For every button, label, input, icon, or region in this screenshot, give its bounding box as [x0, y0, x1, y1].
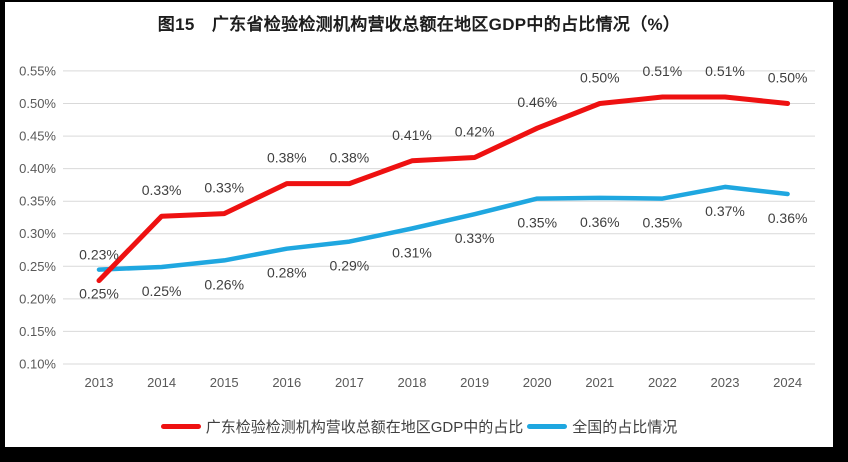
- series-line: [96, 94, 791, 284]
- data-label: 0.25%: [142, 283, 182, 299]
- x-tick-label: 2020: [523, 375, 552, 390]
- x-tick-label: 2021: [585, 375, 614, 390]
- data-label: 0.50%: [768, 70, 808, 86]
- y-tick-label: 0.15%: [19, 324, 56, 339]
- y-tick-label: 0.30%: [19, 226, 56, 241]
- data-label: 0.33%: [142, 182, 182, 198]
- data-label: 0.42%: [455, 124, 495, 140]
- data-label: 0.36%: [768, 210, 808, 226]
- legend-label-national: 全国的占比情况: [572, 419, 678, 436]
- y-tick-label: 0.20%: [19, 291, 56, 306]
- legend-item-national: 全国的占比情况: [527, 416, 677, 437]
- data-label: 0.23%: [79, 247, 119, 263]
- data-label: 0.28%: [267, 265, 307, 281]
- data-label: 0.25%: [79, 286, 119, 302]
- y-tick-label: 0.25%: [19, 259, 56, 274]
- data-label: 0.36%: [580, 214, 620, 230]
- data-label: 0.51%: [705, 63, 745, 79]
- data-label: 0.35%: [517, 215, 557, 231]
- data-label: 0.33%: [204, 180, 244, 196]
- chart-title: 图15 广东省检验检测机构营收总额在地区GDP中的占比情况（%）: [157, 15, 681, 34]
- x-tick-label: 2024: [773, 375, 802, 390]
- y-tick-label: 0.55%: [19, 63, 56, 78]
- data-label: 0.35%: [643, 215, 683, 231]
- data-label: 0.37%: [705, 203, 745, 219]
- x-tick-label: 2019: [460, 375, 489, 390]
- data-label: 0.29%: [330, 258, 370, 274]
- x-tick-label: 2017: [335, 375, 364, 390]
- y-tick-label: 0.40%: [19, 161, 56, 176]
- x-tick-label: 2023: [711, 375, 740, 390]
- x-tick-label: 2014: [147, 375, 176, 390]
- x-tick-label: 2015: [210, 375, 239, 390]
- data-label: 0.51%: [643, 63, 683, 79]
- data-label: 0.46%: [517, 94, 557, 110]
- x-tick-label: 2022: [648, 375, 677, 390]
- y-tick-label: 0.45%: [19, 129, 56, 144]
- data-label: 0.26%: [204, 276, 244, 292]
- data-label: 0.41%: [392, 127, 432, 143]
- legend-label-guangdong: 广东检验检测机构营收总额在地区GDP中的占比: [205, 419, 524, 436]
- x-tick-label: 2016: [272, 375, 301, 390]
- y-tick-label: 0.35%: [19, 194, 56, 209]
- x-tick-label: 2013: [85, 375, 114, 390]
- y-tick-label: 0.50%: [19, 96, 56, 111]
- x-tick-label: 2018: [398, 375, 427, 390]
- legend-item-guangdong: 广东检验检测机构营收总额在地区GDP中的占比: [160, 416, 524, 437]
- data-label: 0.38%: [267, 150, 307, 166]
- data-label: 0.50%: [580, 70, 620, 86]
- legend-swatch-guangdong: [160, 424, 201, 429]
- series-line: [96, 184, 790, 272]
- chart-legend: 广东检验检测机构营收总额在地区GDP中的占比 全国的占比情况: [5, 416, 833, 437]
- data-label: 0.33%: [455, 230, 495, 246]
- line-chart-canvas: 0.55% 0.50% 0.45% 0.40% 0.35% 0.30% 0.25% 0.20%…: [19, 63, 815, 390]
- data-label: 0.38%: [330, 150, 370, 166]
- chart-page: 图15 广东省检验检测机构营收总额在地区GDP中的占比情况（%） 0.55% 0.…: [5, 2, 833, 447]
- data-label: 0.31%: [392, 245, 432, 261]
- legend-swatch-national: [527, 424, 568, 429]
- y-tick-label: 0.10%: [19, 357, 56, 372]
